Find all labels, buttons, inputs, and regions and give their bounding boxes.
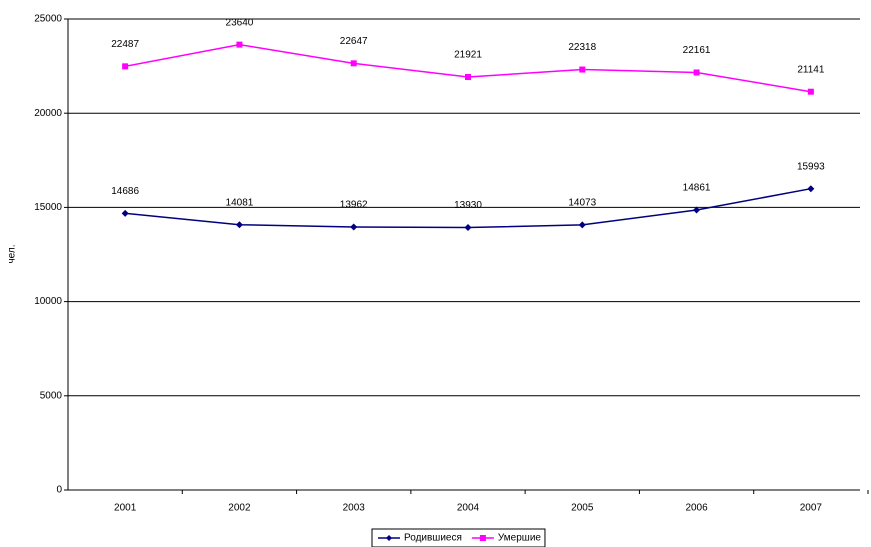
y-tick-label: 25000 [34, 14, 62, 25]
point [121, 209, 129, 217]
legend-label: Умершие [498, 533, 542, 544]
y-tick-label: 15000 [34, 202, 62, 213]
data-label: 23640 [226, 17, 254, 28]
legend-marker [386, 535, 392, 541]
point [350, 223, 358, 231]
data-label: 14073 [568, 198, 596, 209]
point [807, 88, 814, 95]
point [579, 66, 586, 73]
data-label: 22647 [340, 36, 368, 47]
data-label: 13962 [340, 200, 368, 211]
y-tick-label: 20000 [34, 108, 62, 119]
point [350, 60, 357, 67]
legend-label: Родившиеся [404, 533, 462, 544]
x-tick-label: 2001 [114, 503, 137, 514]
point [465, 74, 471, 81]
x-tick-label: 2004 [457, 503, 480, 514]
data-label: 21141 [797, 64, 825, 75]
y-tick-label: 5000 [40, 390, 63, 401]
data-label: 14081 [226, 197, 254, 208]
point [578, 221, 586, 229]
y-tick-label: 10000 [34, 296, 62, 307]
y-axis-label: чел. [7, 244, 18, 263]
point [464, 224, 472, 232]
legend-box [371, 528, 546, 547]
point [122, 63, 129, 70]
point [235, 221, 243, 229]
data-label: 15993 [797, 161, 825, 172]
data-label: 21921 [454, 50, 482, 61]
data-label: 22318 [568, 42, 596, 53]
point [693, 69, 700, 76]
point [807, 185, 815, 193]
x-tick-label: 2003 [343, 503, 366, 514]
point [693, 206, 701, 214]
legend-marker [479, 535, 486, 541]
data-label: 22487 [111, 39, 139, 50]
legend: Родившиеся Умершие [371, 528, 546, 547]
data-label: 22161 [683, 45, 711, 56]
data-label: 14861 [683, 183, 711, 194]
x-tick-label: 2007 [800, 503, 823, 514]
y-tick-label: 0 [56, 485, 62, 496]
x-tick-label: 2002 [228, 503, 251, 514]
point [236, 41, 243, 48]
data-label: 13930 [454, 200, 482, 211]
x-tick-label: 2006 [685, 503, 708, 514]
data-label: 14686 [111, 186, 139, 197]
x-tick-label: 2005 [571, 503, 594, 514]
